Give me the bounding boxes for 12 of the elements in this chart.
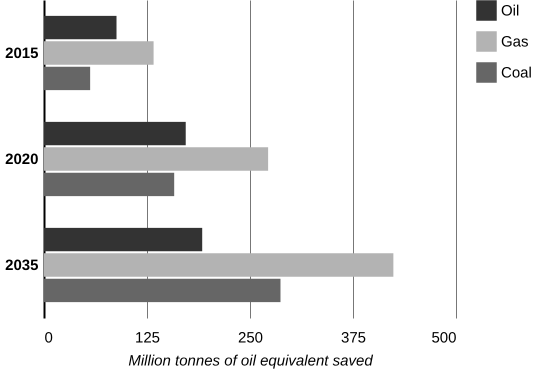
x-tick-label: 250 [238, 330, 264, 346]
legend-label: Coal [501, 64, 532, 82]
legend-label: Oil [501, 2, 520, 20]
y-tick-label: 2015 [5, 45, 38, 62]
y-tick-label: 2020 [5, 151, 38, 168]
x-tick-label: 500 [431, 330, 456, 346]
x-axis-title: Million tonnes of oil equivalent saved [128, 352, 374, 370]
x-tick-label: 0 [44, 330, 53, 346]
x-tick-label: 375 [340, 330, 366, 346]
legend-label: Gas [501, 34, 529, 50]
y-tick-label: 2035 [5, 257, 38, 274]
x-tick-label: 125 [134, 330, 160, 346]
